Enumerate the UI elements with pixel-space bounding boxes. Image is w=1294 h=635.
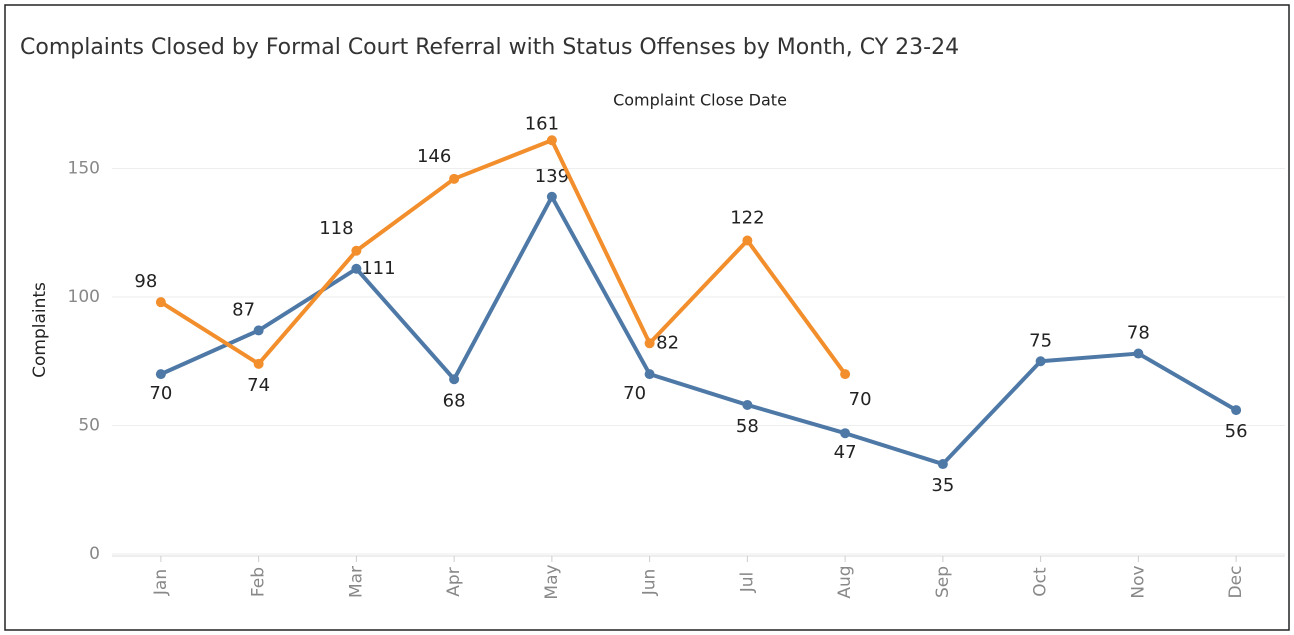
data-label: 98 <box>134 271 157 292</box>
data-point <box>1231 405 1242 416</box>
y-tick-label: 100 <box>68 287 100 307</box>
data-label: 70 <box>149 383 172 404</box>
data-label: 111 <box>361 258 395 279</box>
data-label: 75 <box>1029 330 1052 351</box>
data-point <box>155 369 166 380</box>
data-label: 122 <box>730 207 764 228</box>
x-tick-label: Aug <box>835 565 855 598</box>
data-point <box>546 135 557 146</box>
data-label: 82 <box>656 332 679 353</box>
y-tick-label: 0 <box>89 544 100 564</box>
data-label: 161 <box>525 113 559 134</box>
data-point <box>742 235 753 246</box>
data-label: 70 <box>849 389 872 410</box>
data-point <box>644 369 655 380</box>
x-tick-label: Apr <box>444 567 464 596</box>
data-point <box>937 459 948 470</box>
data-point <box>1133 348 1144 359</box>
data-label: 118 <box>319 218 353 239</box>
y-axis-title: Complaints <box>30 282 50 378</box>
data-point <box>155 297 166 308</box>
data-label: 70 <box>623 383 646 404</box>
data-label: 146 <box>417 146 451 167</box>
x-tick-label: May <box>542 564 562 599</box>
data-label: 47 <box>834 442 857 463</box>
data-point <box>351 263 362 274</box>
x-tick-label: Oct <box>1031 567 1051 597</box>
data-point <box>449 374 460 385</box>
data-point <box>449 173 460 184</box>
x-tick-label: Nov <box>1128 565 1148 598</box>
x-tick-label: Dec <box>1226 566 1246 599</box>
x-tick-label: Jul <box>737 572 757 594</box>
data-point <box>253 325 264 336</box>
series-line <box>159 138 847 376</box>
x-tick-label: Mar <box>346 566 366 598</box>
data-point <box>546 191 557 202</box>
data-point <box>253 358 264 369</box>
frame <box>4 4 1290 631</box>
data-point <box>840 369 851 380</box>
x-tick-label: Feb <box>249 567 269 597</box>
data-label: 74 <box>247 375 270 396</box>
data-label: 35 <box>931 475 954 496</box>
y-tick-label: 50 <box>78 416 100 436</box>
data-point <box>1035 356 1046 367</box>
x-tick-label: Jan <box>151 569 171 596</box>
x-tick-label: Jun <box>640 569 660 597</box>
y-tick-label: 150 <box>68 159 100 179</box>
chart-title: Complaints Closed by Formal Court Referr… <box>20 35 959 60</box>
data-label: 58 <box>736 416 759 437</box>
data-label: 68 <box>443 390 466 411</box>
data-point <box>644 338 655 349</box>
x-axis-title: Complaint Close Date <box>613 91 787 110</box>
x-tick-label: Sep <box>933 566 953 598</box>
series-line <box>160 194 1238 467</box>
data-point <box>742 399 753 410</box>
data-label: 56 <box>1225 421 1248 442</box>
data-point <box>840 428 851 439</box>
data-label: 87 <box>232 299 255 320</box>
data-label: 139 <box>535 166 569 187</box>
data-label: 78 <box>1127 323 1150 344</box>
data-point <box>351 245 362 256</box>
